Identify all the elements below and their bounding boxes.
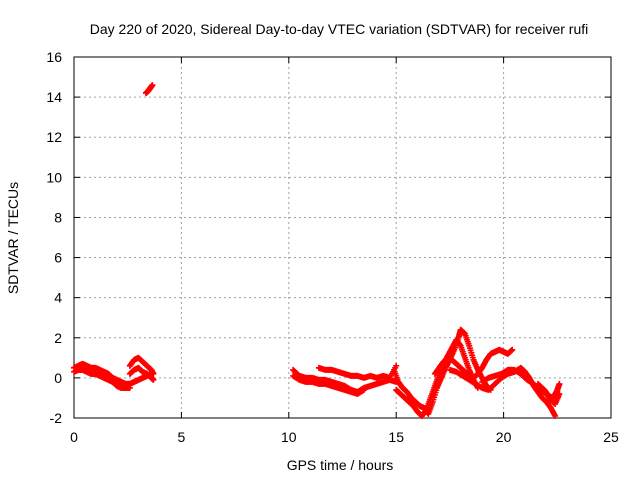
data-point: [556, 380, 563, 387]
plot-frame: [73, 56, 612, 419]
y-tick-label: 6: [54, 250, 62, 266]
x-tick-label: 10: [281, 429, 297, 445]
y-axis-label: SDTVAR / TECUs: [5, 182, 21, 294]
y-tick-label: 10: [46, 169, 62, 185]
x-tick-label: 15: [388, 429, 404, 445]
y-tick-label: -2: [50, 410, 63, 426]
data-point: [509, 346, 516, 353]
y-tick-label: 12: [46, 129, 62, 145]
grid-lines: [74, 57, 611, 418]
data-point: [150, 376, 157, 383]
data-point: [552, 412, 559, 419]
x-tick-label: 20: [496, 429, 512, 445]
x-axis-label: GPS time / hours: [287, 457, 394, 473]
y-tick-label: 0: [54, 370, 62, 386]
y-tick-label: 2: [54, 330, 62, 346]
data-points: [71, 82, 563, 419]
chart-title: Day 220 of 2020, Sidereal Day-to-day VTE…: [90, 21, 589, 37]
x-tick-label: 0: [70, 429, 78, 445]
y-tick-label: 8: [54, 209, 62, 225]
data-point: [126, 384, 133, 391]
x-tick-label: 5: [178, 429, 186, 445]
data-point: [393, 362, 400, 369]
y-tick-label: 4: [54, 290, 62, 306]
x-axis: 0 5 10 15 20 25: [70, 57, 619, 445]
data-point: [150, 370, 157, 377]
data-point: [149, 82, 156, 89]
data-point: [360, 386, 367, 393]
y-tick-label: 16: [46, 49, 62, 65]
y-axis: -2 0 2 4 6 8 10 12 14 16: [46, 49, 611, 426]
y-tick-label: 14: [46, 89, 62, 105]
x-tick-label: 25: [603, 429, 619, 445]
